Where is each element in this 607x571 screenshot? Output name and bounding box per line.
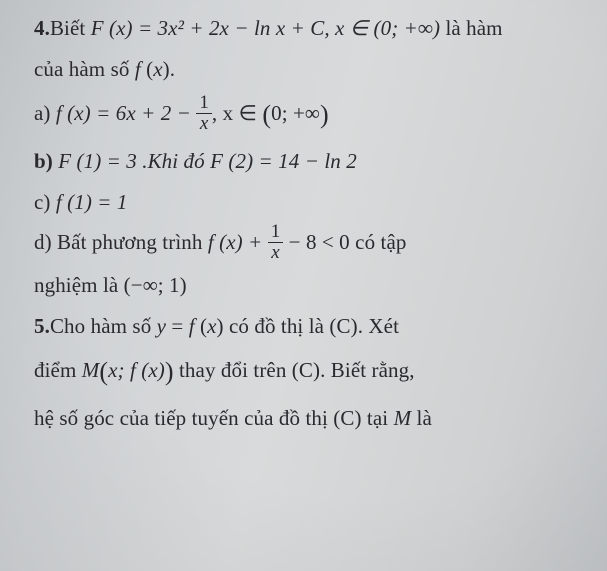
q4-d-expr2: − 8 < 0	[283, 230, 350, 254]
q5-line2: điểm M(x; f (x)) thay đổi trên (C). Biết…	[34, 347, 587, 398]
q5-line3: hệ số góc của tiếp tuyến của đồ thị (C) …	[34, 398, 587, 439]
frac-num: 1	[196, 93, 212, 113]
q4-a-frac: 1x	[196, 93, 212, 134]
paren-open: (	[262, 100, 271, 129]
q5-l1-b: (C)	[329, 314, 357, 338]
q5-l3-b: (C)	[333, 406, 361, 430]
q4-d-text1: Bất phương trình	[57, 230, 208, 254]
q4-text-biet: Biết	[50, 16, 91, 40]
q4-text-laham: là hàm	[440, 16, 503, 40]
frac-den: x	[268, 242, 284, 263]
q5-l2-c: thay đổi trên	[174, 358, 292, 382]
frac-num: 1	[268, 222, 284, 242]
paren-open: (	[99, 357, 108, 386]
q4-d-expr1: f (x) +	[208, 230, 268, 254]
q4-d-label: d)	[34, 230, 57, 254]
q4-d-line2-text: nghiệm là	[34, 273, 124, 297]
q5-l1-a: Cho hàm số y = f (x) có đồ thị là	[50, 314, 329, 338]
q5-l2-e: . Biết rằng,	[320, 358, 415, 382]
q4-a-expr3: 0; +∞	[271, 101, 320, 125]
page-content: 4.Biết F (x) = 3x² + 2x − ln x + C, x ∈ …	[0, 0, 607, 439]
q4-c-expr: f (1) = 1	[56, 190, 128, 214]
q5-l3-d: M	[394, 406, 412, 430]
q4-a-expr1: f (x) = 6x + 2 −	[56, 101, 196, 125]
q4-a-expr2: , x ∈	[212, 101, 262, 125]
q4-b-label: b)	[34, 149, 58, 173]
q4-d-frac: 1x	[268, 222, 284, 263]
q5-l2-b: x; f (x)	[108, 358, 165, 382]
q4-line2: của hàm số f (x).	[34, 49, 587, 90]
q4-option-d-line1: d) Bất phương trình f (x) + 1x − 8 < 0 c…	[34, 222, 587, 265]
q4-c-label: c)	[34, 190, 56, 214]
q4-d-line2-expr: (−∞; 1)	[124, 273, 187, 297]
q4-expr-main: F (x) = 3x² + 2x − ln x + C, x ∈ (0; +∞)	[91, 16, 440, 40]
q4-line2-text: của hàm số f (x).	[34, 57, 175, 81]
q4-d-text2: có tập	[350, 230, 407, 254]
q4-option-b: b) F (1) = 3 .Khi đó F (2) = 14 − ln 2	[34, 141, 587, 182]
q5-l3-c: tại	[362, 406, 394, 430]
paren-close: )	[320, 100, 329, 129]
q5-number: 5.	[34, 314, 50, 338]
q5-l2-a: điểm M	[34, 358, 99, 382]
q4-number: 4.	[34, 16, 50, 40]
q4-b-expr: F (1) = 3 .Khi đó F (2) = 14 − ln 2	[58, 149, 357, 173]
paren-close: )	[165, 357, 174, 386]
q4-a-label: a)	[34, 101, 56, 125]
q5-line1: 5.Cho hàm số y = f (x) có đồ thị là (C).…	[34, 306, 587, 347]
q4-option-c: c) f (1) = 1	[34, 182, 587, 223]
q5-l1-c: . Xét	[358, 314, 399, 338]
frac-den: x	[196, 113, 212, 134]
q4-option-d-line2: nghiệm là (−∞; 1)	[34, 265, 587, 306]
q5-l3-a: hệ số góc của tiếp tuyến của đồ thị	[34, 406, 333, 430]
q5-l2-d: (C)	[292, 358, 320, 382]
q4-line1: 4.Biết F (x) = 3x² + 2x − ln x + C, x ∈ …	[34, 8, 587, 49]
q4-option-a: a) f (x) = 6x + 2 − 1x, x ∈ (0; +∞)	[34, 90, 587, 141]
q5-l3-e: là	[411, 406, 432, 430]
